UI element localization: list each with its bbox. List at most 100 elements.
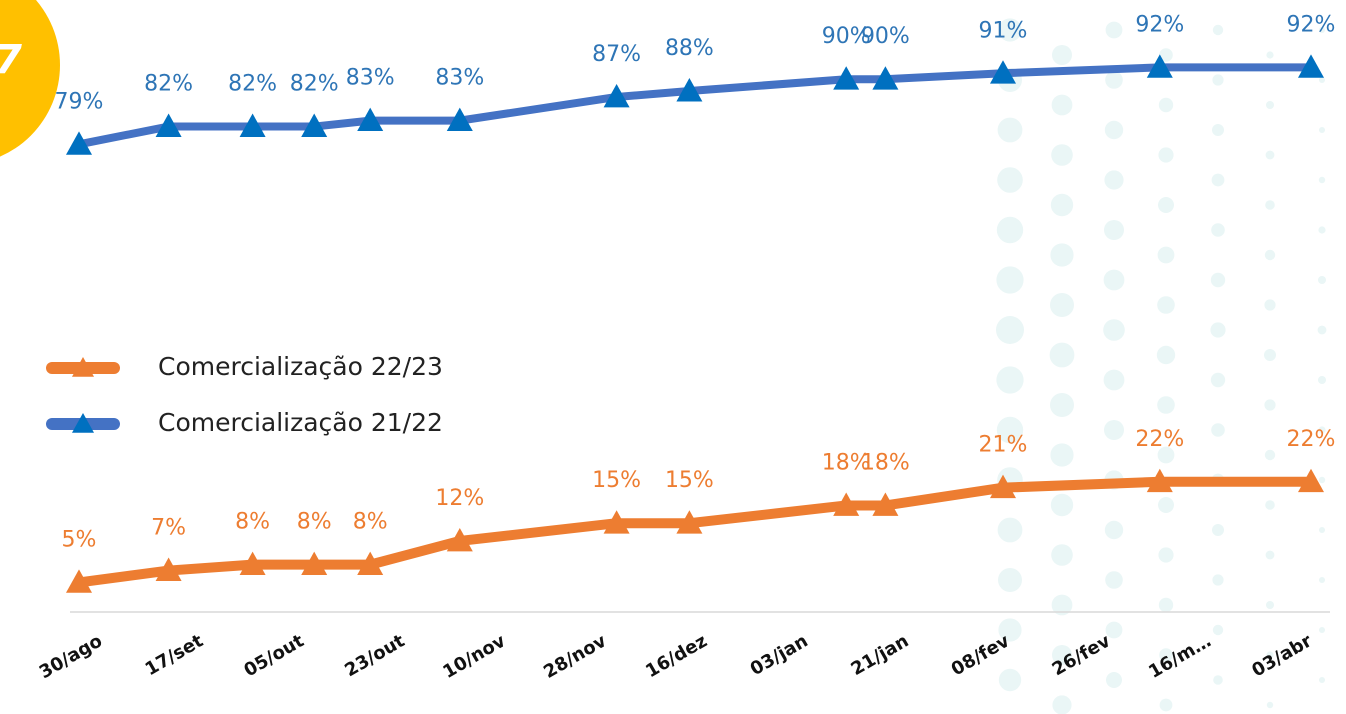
legend-marker: [72, 357, 94, 377]
deco-dot: [1049, 342, 1075, 368]
deco-dot: [1103, 269, 1125, 291]
deco-dot: [1318, 476, 1326, 484]
decoration: [996, 18, 1327, 714]
point-marker: [872, 492, 899, 516]
deco-dot: [1158, 497, 1174, 513]
deco-dot: [1051, 594, 1073, 616]
deco-dot: [1213, 675, 1223, 685]
data-label: 90%: [861, 24, 910, 49]
deco-dot: [1157, 296, 1175, 314]
deco-dot: [1104, 120, 1124, 140]
deco-dot: [997, 517, 1023, 543]
deco-dot: [1318, 376, 1326, 384]
deco-dot: [1212, 124, 1224, 136]
x-tick-label: 03/abr: [1248, 630, 1315, 681]
deco-dot: [998, 618, 1022, 642]
data-label: 92%: [1135, 12, 1184, 37]
deco-dot: [1052, 645, 1072, 665]
deco-dot: [1210, 372, 1226, 388]
deco-dot: [1106, 672, 1122, 688]
point-marker: [603, 510, 630, 534]
deco-dot: [1052, 695, 1072, 714]
data-label: 5%: [62, 527, 97, 552]
point-marker: [357, 107, 384, 132]
deco-dot: [1318, 276, 1326, 284]
data-label: 8%: [297, 510, 332, 535]
deco-dot: [1051, 144, 1073, 166]
deco-dot: [1212, 524, 1224, 536]
point-marker: [239, 113, 266, 137]
deco-dot: [997, 167, 1023, 193]
deco-dot: [1211, 223, 1225, 237]
point-marker: [446, 527, 473, 552]
deco-dot: [996, 366, 1024, 394]
x-tick-label: 16/m…: [1145, 630, 1215, 682]
deco-dot: [1103, 369, 1125, 391]
x-tick-label: 23/out: [341, 630, 408, 681]
data-label: 92%: [1287, 12, 1336, 37]
deco-dot: [1265, 550, 1275, 560]
deco-dot: [1050, 193, 1074, 217]
point-marker: [990, 60, 1016, 84]
point-marker: [155, 557, 182, 581]
data-label: 12%: [435, 486, 484, 511]
deco-dot: [1318, 426, 1326, 434]
deco-dot: [1266, 701, 1274, 709]
x-tick-label: 10/nov: [439, 630, 509, 683]
point-marker: [1298, 468, 1324, 493]
deco-dot: [1318, 176, 1326, 184]
point-marker: [1298, 54, 1324, 78]
deco-dot: [1264, 299, 1276, 311]
deco-dot: [1266, 51, 1274, 59]
point-marker: [301, 551, 328, 576]
point-marker: [446, 107, 473, 132]
deco-dot: [1104, 170, 1124, 190]
deco-dot: [1156, 345, 1176, 365]
deco-dot: [996, 266, 1024, 294]
legend-label: Comercialização 22/23: [158, 352, 443, 381]
point-marker: [833, 66, 860, 90]
deco-dot: [1212, 74, 1224, 86]
deco-dot: [1265, 150, 1275, 160]
data-label: 15%: [665, 468, 714, 493]
deco-dot: [1319, 127, 1325, 133]
deco-dot: [1157, 246, 1175, 264]
x-tick-label: 05/out: [240, 630, 307, 681]
deco-dot: [1105, 571, 1123, 589]
badge-circle: [0, 0, 60, 157]
deco-dot: [996, 316, 1024, 344]
x-tick-label: 28/nov: [540, 630, 610, 683]
deco-dot: [1104, 220, 1124, 240]
point-marker: [239, 551, 266, 576]
deco-dot: [1159, 648, 1173, 662]
data-label: 83%: [346, 66, 395, 91]
data-label: 7%: [151, 516, 186, 541]
deco-dot: [1264, 249, 1276, 261]
point-marker: [66, 569, 92, 593]
deco-dot: [1157, 446, 1175, 464]
deco-dot: [1157, 396, 1175, 414]
point-marker: [833, 492, 860, 516]
deco-dot: [1103, 319, 1125, 341]
data-label: 18%: [822, 450, 871, 475]
deco-dot: [1266, 101, 1274, 109]
data-label: 8%: [235, 510, 270, 535]
deco-dot: [1052, 45, 1072, 65]
badge-text: 7: [0, 37, 22, 83]
deco-dot: [1105, 71, 1123, 89]
deco-dot: [1319, 677, 1325, 683]
data-label: 22%: [1135, 427, 1184, 452]
deco-dot: [1319, 627, 1325, 633]
x-tick-label: 03/jan: [747, 630, 812, 680]
deco-dot: [997, 117, 1023, 143]
legend-label: Comercialização 21/22: [158, 408, 443, 437]
data-label: 87%: [592, 42, 641, 67]
deco-dot: [1265, 500, 1275, 510]
deco-dot: [998, 568, 1022, 592]
data-label: 91%: [979, 18, 1028, 43]
point-marker: [301, 113, 328, 137]
x-tick-label: 16/dez: [642, 630, 711, 682]
deco-dot: [1319, 527, 1325, 533]
x-tick-label: 30/ago: [36, 630, 106, 683]
